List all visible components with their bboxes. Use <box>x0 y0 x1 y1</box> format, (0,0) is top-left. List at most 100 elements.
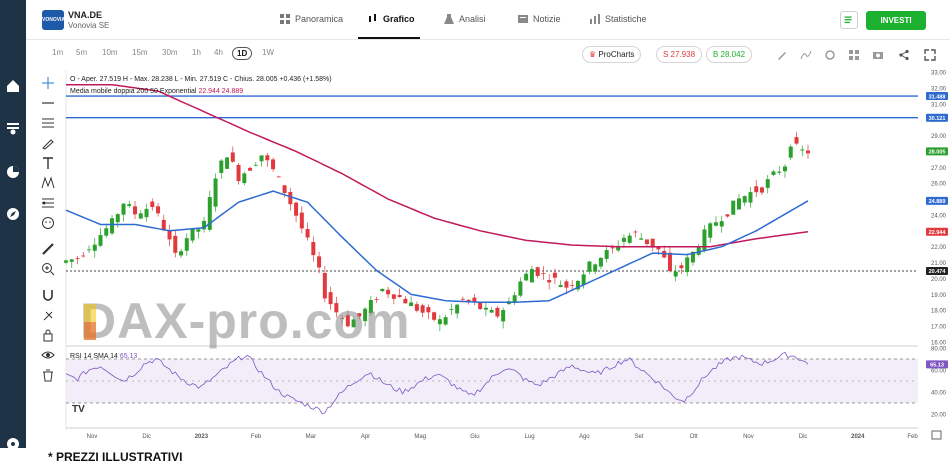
candle-body <box>581 274 586 285</box>
zoom-in-icon[interactable] <box>41 262 55 276</box>
candle-body <box>432 312 437 320</box>
candle-body <box>397 294 402 298</box>
candle-body <box>489 309 494 313</box>
price-tick-label: 20.00 <box>931 277 947 283</box>
time-tick-label: Lug <box>525 434 535 440</box>
price-axis-badge-label: 22.944 <box>929 230 947 236</box>
time-tick-label: 2023 <box>195 434 209 440</box>
portfolio-icon[interactable] <box>3 162 23 182</box>
brush-icon[interactable] <box>41 136 55 150</box>
candle-body <box>299 212 304 229</box>
magnet-icon[interactable] <box>41 288 55 302</box>
fib-lines-icon[interactable] <box>41 116 55 130</box>
price-chart[interactable]: 33.0032.0031.0030.0029.0028.0027.0026.00… <box>0 0 950 448</box>
timeframe-1d[interactable]: 1D <box>232 47 253 60</box>
discover-icon[interactable] <box>3 204 23 224</box>
tab-notizie[interactable]: Notizie <box>518 14 561 24</box>
timeframe-5m[interactable]: 5m <box>76 48 88 57</box>
text-tool-icon[interactable] <box>41 156 55 170</box>
pencil-icon[interactable] <box>776 49 788 61</box>
price-tick-label: 29.00 <box>931 134 947 140</box>
price-tick-label: 21.00 <box>931 261 947 267</box>
gear-icon[interactable] <box>824 49 836 61</box>
tab-grafico[interactable]: Grafico <box>368 14 415 24</box>
invest-button[interactable]: INVESTI <box>866 11 926 30</box>
time-tick-label: Ott <box>690 434 698 440</box>
home-icon[interactable] <box>3 76 23 96</box>
share-icon[interactable] <box>898 49 910 61</box>
candle-body <box>380 288 385 292</box>
candle-body <box>248 167 253 171</box>
candle-body <box>363 308 368 322</box>
candle-body <box>173 235 178 253</box>
news-icon <box>518 15 528 23</box>
price-tick-label: 18.00 <box>931 309 947 315</box>
candle-body <box>294 202 299 216</box>
procharts-button[interactable]: ♛ ProCharts <box>582 46 642 63</box>
candle-body <box>133 206 138 215</box>
buy-price-button[interactable]: B 28.042 <box>706 46 753 63</box>
fullscreen-icon[interactable] <box>924 49 936 61</box>
price-tick-label: 24.00 <box>931 213 947 219</box>
time-tick-label: Set <box>634 434 643 440</box>
tab-statistiche[interactable]: Statistiche <box>590 14 647 24</box>
lock-drawings-icon[interactable] <box>41 308 55 322</box>
emoji-icon[interactable] <box>41 216 55 230</box>
settings-icon[interactable] <box>3 434 23 454</box>
candle-body <box>104 228 109 236</box>
eye-icon[interactable] <box>41 348 55 362</box>
candle-body <box>564 281 569 288</box>
timeframe-10m[interactable]: 10m <box>102 48 118 57</box>
projection-icon[interactable] <box>41 196 55 210</box>
tab-analisi[interactable]: Analisi <box>444 14 486 24</box>
candle-body <box>150 201 155 208</box>
candle-body <box>409 302 414 307</box>
lock-icon[interactable] <box>41 328 55 342</box>
candle-body <box>87 249 92 251</box>
candle-body <box>656 246 661 250</box>
candle-body <box>593 264 598 272</box>
timeframe-15m[interactable]: 15m <box>132 48 148 57</box>
candle-body <box>75 258 80 259</box>
pattern-icon[interactable] <box>41 176 55 190</box>
candle-body <box>328 292 333 305</box>
candle-body <box>230 152 235 162</box>
candle-body <box>196 229 201 232</box>
price-tick-label: 26.00 <box>931 182 947 188</box>
sell-price-button[interactable]: S 27.938 <box>656 46 703 63</box>
grid-icon <box>280 14 290 24</box>
ruler-icon[interactable] <box>41 242 55 256</box>
candle-body <box>512 295 517 303</box>
candle-body <box>719 221 724 227</box>
candle-body <box>317 256 322 268</box>
timeframe-1m[interactable]: 1m <box>52 48 64 57</box>
trash-icon[interactable] <box>41 368 55 382</box>
calendar-icon <box>931 430 942 440</box>
ma-legend-label: Media mobile doppia 200 50 Exponential <box>70 88 197 95</box>
price-axis-badge <box>926 227 948 236</box>
crosshair-icon[interactable] <box>41 76 55 90</box>
candle-body <box>391 294 396 299</box>
candle-body <box>357 313 362 317</box>
price-axis-badge-label: 31.488 <box>929 94 946 100</box>
trend-line-icon[interactable] <box>41 96 55 110</box>
timeframe-1h[interactable]: 1h <box>192 48 201 57</box>
tab-label: Analisi <box>459 14 486 24</box>
candle-body <box>242 173 247 184</box>
watchlist-icon[interactable] <box>3 118 23 138</box>
candle-body <box>179 251 184 256</box>
watchlist-add-button[interactable] <box>840 11 858 29</box>
candle-body <box>110 218 115 234</box>
indicators-icon[interactable] <box>800 49 812 61</box>
grid-layout-icon[interactable] <box>848 49 860 61</box>
tab-panoramica[interactable]: Panoramica <box>280 14 343 24</box>
timeframe-1w[interactable]: 1W <box>262 48 274 57</box>
candle-body <box>777 171 782 173</box>
drawing-tools-rail <box>36 70 60 448</box>
candle-body <box>627 235 632 243</box>
camera-icon[interactable] <box>872 49 884 61</box>
timeframe-30m[interactable]: 30m <box>162 48 178 57</box>
candle-body <box>685 257 690 273</box>
ma-legend-values: 22.944 24.889 <box>198 88 244 95</box>
timeframe-4h[interactable]: 4h <box>214 48 223 57</box>
